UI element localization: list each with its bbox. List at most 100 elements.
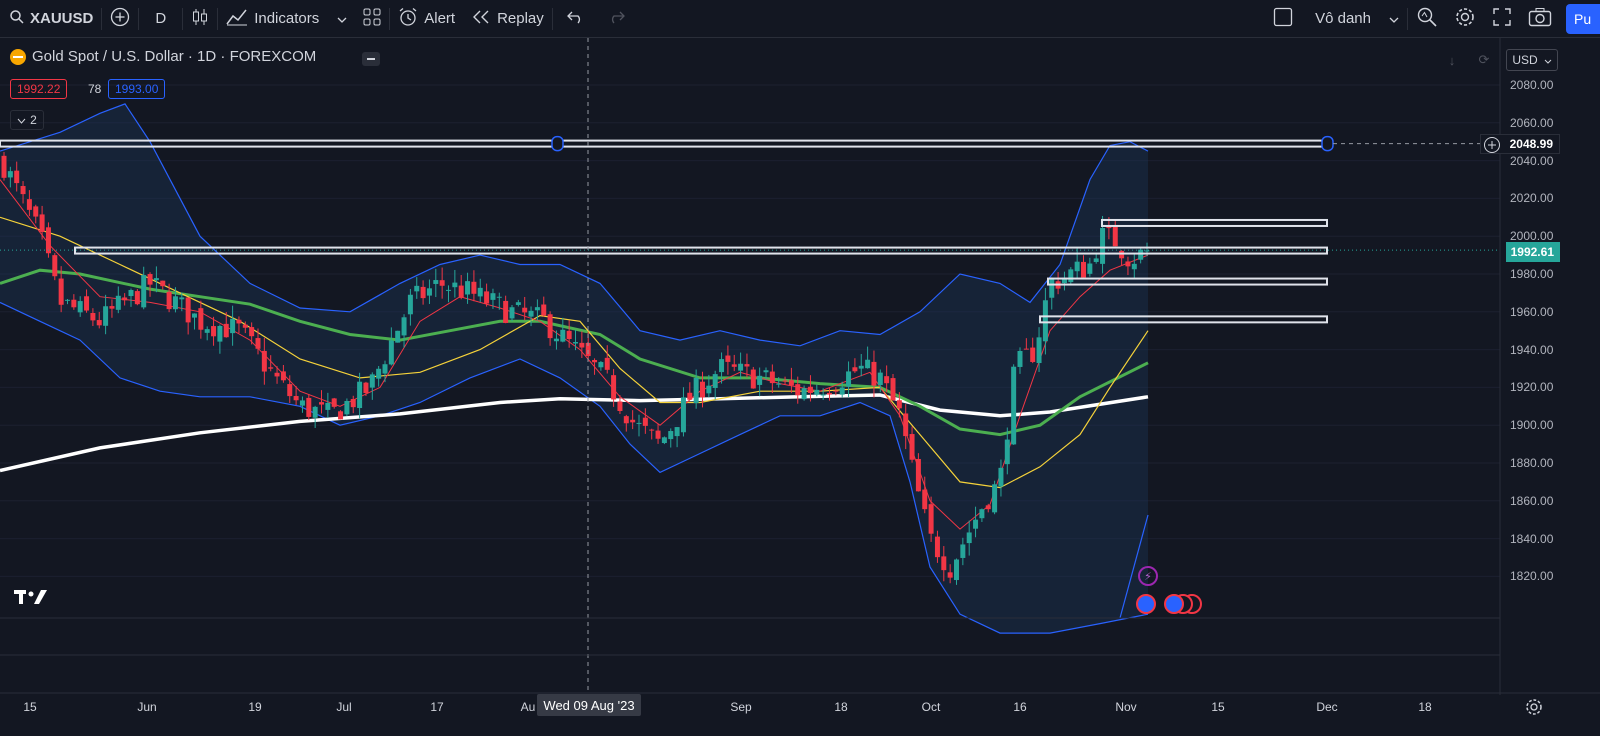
chart-legend[interactable]: Gold Spot / U.S. Dollar · 1D · FOREXCOM [10,48,316,65]
candle-body [820,394,826,396]
alert-button[interactable]: Alert [390,0,463,37]
candle-body [973,519,979,529]
buy-price-button[interactable]: 1993.00 [108,79,166,99]
candle-body [471,281,477,294]
flash-icon[interactable]: ⚡ [1138,566,1158,586]
candle-body [909,434,915,460]
candle-body [655,430,661,439]
alert-icon [398,7,418,31]
symbol-search-button[interactable]: XAUUSD [0,0,101,37]
candle-body [642,417,648,426]
tradingview-logo[interactable] [14,586,48,612]
bollinger-fill [0,103,1148,634]
redo-button[interactable] [599,0,633,37]
candle-body [757,375,763,385]
candle-body [439,280,445,286]
interval-button[interactable]: D [139,0,182,37]
candle-body [45,227,51,254]
candle-body [103,306,109,326]
ma-200-line [0,393,1149,473]
ma-50-line [0,268,1149,437]
layouts-button[interactable] [355,0,389,37]
candle-body [90,312,96,321]
chart-type-button[interactable] [183,0,217,37]
chevron-down-icon [17,113,26,127]
candle-body [814,389,820,395]
candle-body [1125,261,1131,267]
candle-body [827,392,832,395]
indicators-count: 2 [30,113,37,127]
bollinger-lower-line [0,301,1149,634]
candle-body [1,155,7,178]
replay-button[interactable]: Replay [463,0,552,37]
time-tick-label: Dec [1316,700,1338,714]
quick-search-button[interactable] [1408,0,1446,37]
price-tick-label: 1960.00 [1510,304,1554,319]
candle-body [528,310,534,317]
candle-body [1131,263,1137,270]
crosshair-date-label: Wed 09 Aug '23 [537,694,641,716]
candle-body [395,330,401,343]
candle-body [58,278,64,305]
candle-body [769,371,775,384]
candle-body [801,388,807,400]
candle-body [693,377,699,404]
candle-body [573,342,578,344]
support-zone [1047,277,1328,286]
bollinger-band-fill [0,103,1148,634]
fullscreen-button[interactable] [1484,0,1520,37]
alert-label: Alert [424,10,456,27]
candle-body [490,293,496,300]
publish-button[interactable]: Pu [1566,3,1600,34]
search-icon [10,9,24,28]
scroll-down-button[interactable]: ↓ [1448,52,1456,68]
layout-name-button[interactable]: Vô danh [1265,0,1407,37]
candle-body [299,400,305,406]
indicators-collapse-button[interactable]: 2 [10,110,44,130]
indicators-button[interactable]: Indicators [218,0,355,37]
candles [1,152,1150,585]
time-tick-label: Nov [1115,700,1137,714]
candle-body [331,398,337,407]
candle-body [706,385,712,394]
candle-body [661,437,667,444]
price-tick-label: 2000.00 [1510,229,1554,244]
snapshot-button[interactable] [1520,0,1560,37]
candle-body [947,572,953,578]
candle-body [712,374,718,388]
candle-body [369,374,375,388]
candle-body [458,285,464,298]
undo-button[interactable] [553,0,599,37]
compare-symbol-button[interactable] [102,0,138,37]
settings-icon[interactable] [1525,698,1543,721]
currency-select[interactable]: USD [1506,49,1558,71]
chevron-down-icon [337,10,347,27]
candle-body [680,397,686,433]
candle-body [274,372,280,377]
candle-body [261,350,267,372]
candle-body [96,320,102,326]
candle-body [700,381,705,398]
candle-body [1144,250,1150,252]
candle-body [77,301,83,313]
candle-body [293,396,299,401]
indicators-label: Indicators [254,10,320,27]
price-chart[interactable] [0,38,1600,698]
hide-legend-button[interactable] [362,52,380,66]
divider [389,7,391,30]
candle-body [204,329,210,333]
candle-body [604,357,610,370]
us-flag-icon[interactable] [1136,594,1156,614]
sell-price-button[interactable]: 1992.22 [10,79,68,99]
drawings [0,135,1334,324]
us-flag-icon[interactable] [1164,594,1184,614]
price-tick-label: 1980.00 [1510,267,1554,281]
settings-button[interactable] [1446,0,1484,37]
candle-body [763,370,769,373]
candle-body [280,371,286,381]
candle-body [357,381,363,409]
layout-name: Vô danh [1315,10,1371,27]
auto-scale-button[interactable]: ⟳ [1478,52,1490,67]
candle-body [744,364,750,367]
candle-body [312,406,318,418]
